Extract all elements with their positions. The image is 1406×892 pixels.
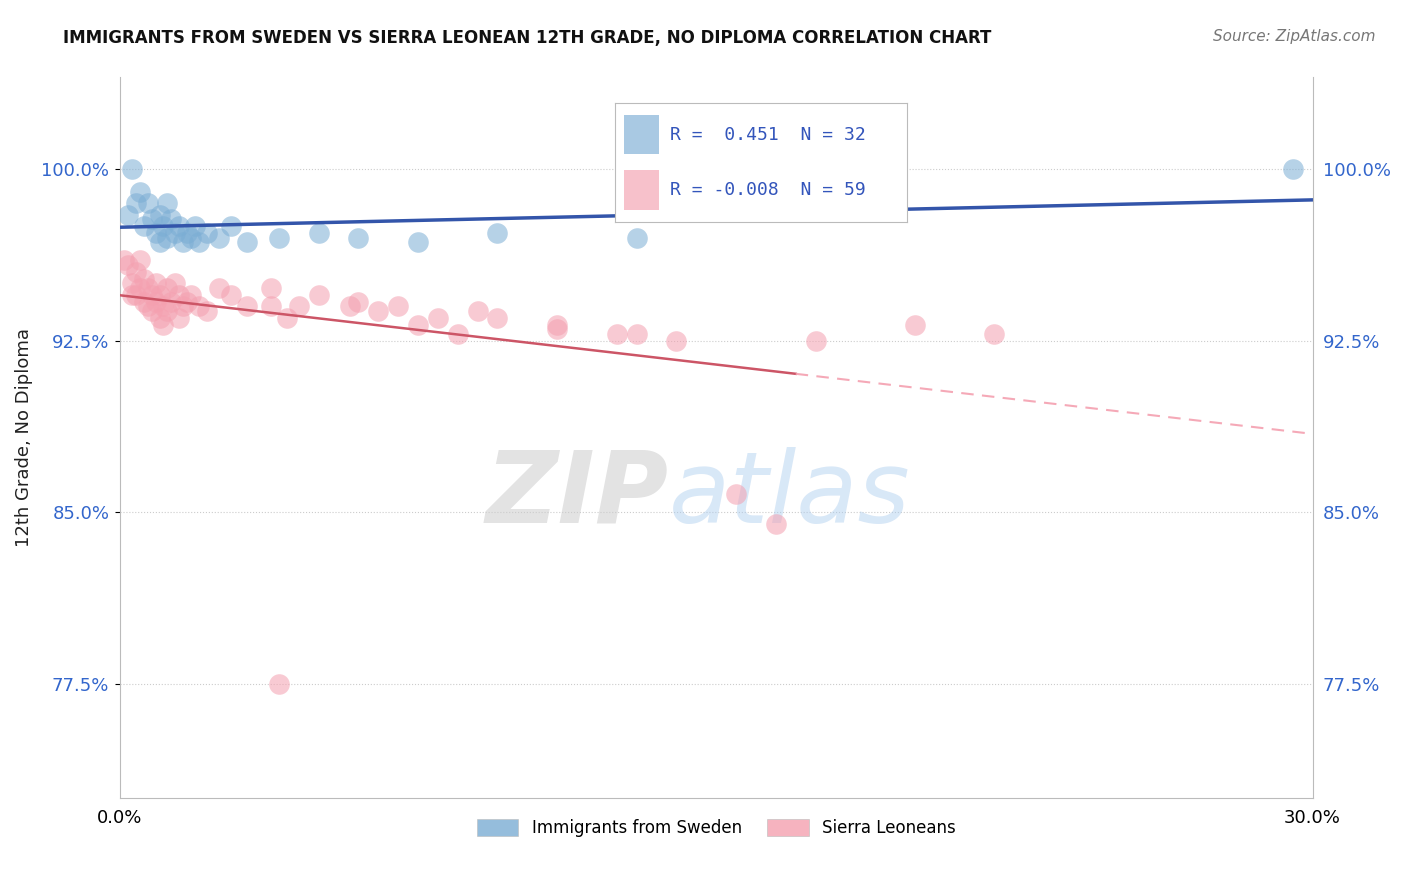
Point [124, 265, 146, 279]
Point [132, 272, 155, 286]
Point [145, 277, 167, 291]
Point [145, 294, 167, 309]
Point [156, 303, 179, 318]
Point [626, 230, 648, 244]
Point [546, 322, 568, 336]
Point [176, 226, 198, 240]
Point [156, 230, 179, 244]
Point [169, 287, 191, 301]
Point [1281, 161, 1303, 176]
Point [725, 487, 748, 501]
Point [426, 310, 449, 325]
Point [219, 219, 242, 234]
Point [765, 516, 787, 531]
Point [267, 677, 290, 691]
Point [467, 303, 489, 318]
Point [486, 310, 509, 325]
Point [308, 287, 330, 301]
Point [195, 226, 218, 240]
Point [145, 226, 167, 240]
Point [165, 277, 187, 291]
Point [148, 287, 170, 301]
Point [136, 196, 159, 211]
Point [141, 287, 163, 301]
Point [208, 281, 231, 295]
Point [260, 281, 283, 295]
Point [406, 318, 429, 332]
Point [184, 219, 207, 234]
Point [447, 326, 470, 341]
Point [347, 294, 370, 309]
Point [121, 277, 143, 291]
Point [132, 294, 155, 309]
Point [188, 235, 211, 249]
Point [180, 230, 202, 244]
Point [546, 318, 568, 332]
Point [169, 219, 191, 234]
Point [141, 303, 163, 318]
Point [152, 219, 174, 234]
Point [136, 281, 159, 295]
Text: IMMIGRANTS FROM SWEDEN VS SIERRA LEONEAN 12TH GRADE, NO DIPLOMA CORRELATION CHAR: IMMIGRANTS FROM SWEDEN VS SIERRA LEONEAN… [63, 29, 991, 46]
Point [172, 299, 194, 313]
Point [904, 318, 927, 332]
Point [132, 219, 155, 234]
Point [169, 310, 191, 325]
Point [112, 253, 135, 268]
Point [124, 196, 146, 211]
Point [339, 299, 361, 313]
Point [117, 208, 139, 222]
Point [804, 334, 827, 348]
Point [148, 235, 170, 249]
Point [172, 235, 194, 249]
Point [219, 287, 242, 301]
Point [236, 299, 259, 313]
Point [308, 226, 330, 240]
Point [160, 212, 183, 227]
Point [626, 326, 648, 341]
Point [136, 299, 159, 313]
Point [152, 299, 174, 313]
Point [156, 196, 179, 211]
Point [276, 310, 298, 325]
Point [128, 253, 150, 268]
Point [165, 226, 187, 240]
Point [117, 258, 139, 272]
Legend: Immigrants from Sweden, Sierra Leoneans: Immigrants from Sweden, Sierra Leoneans [470, 813, 962, 844]
Point [141, 212, 163, 227]
Point [260, 299, 283, 313]
Point [406, 235, 429, 249]
Text: Source: ZipAtlas.com: Source: ZipAtlas.com [1212, 29, 1375, 44]
Point [287, 299, 309, 313]
Point [148, 310, 170, 325]
Point [267, 230, 290, 244]
Text: atlas: atlas [668, 447, 910, 544]
Point [160, 294, 183, 309]
Point [176, 294, 198, 309]
Point [606, 326, 628, 341]
Text: ZIP: ZIP [485, 447, 668, 544]
Point [121, 287, 143, 301]
Point [665, 334, 688, 348]
Point [128, 281, 150, 295]
Point [347, 230, 370, 244]
Point [983, 326, 1005, 341]
Point [124, 287, 146, 301]
Point [121, 161, 143, 176]
Point [152, 318, 174, 332]
Point [128, 185, 150, 199]
Y-axis label: 12th Grade, No Diploma: 12th Grade, No Diploma [15, 328, 32, 548]
Point [180, 287, 202, 301]
Point [236, 235, 259, 249]
Point [486, 226, 509, 240]
Point [387, 299, 409, 313]
Point [188, 299, 211, 313]
Point [156, 281, 179, 295]
Point [208, 230, 231, 244]
Point [367, 303, 389, 318]
Point [148, 208, 170, 222]
Point [195, 303, 218, 318]
